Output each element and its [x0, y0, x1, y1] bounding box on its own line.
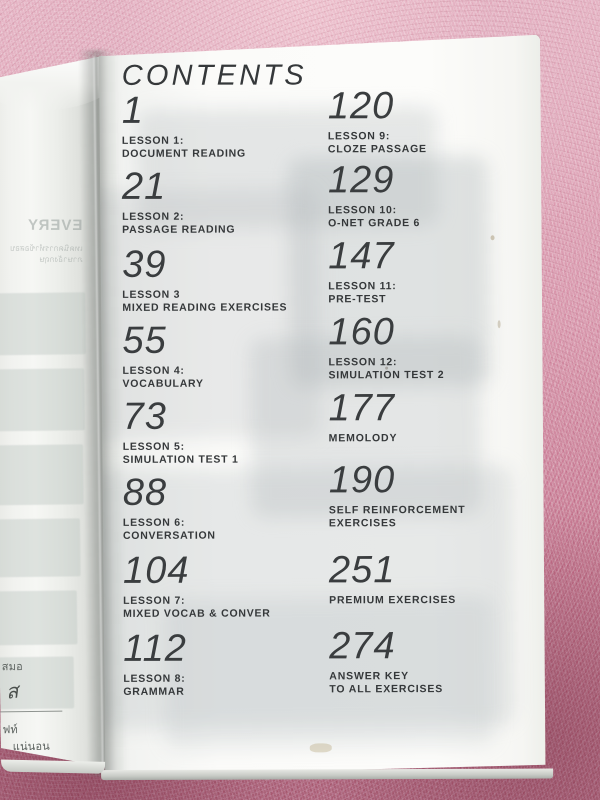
entry-label: LESSON 7: MIXED VOCAB & CONVER	[123, 594, 271, 620]
contents-entry: 39 LESSON 3 MIXED READING EXERCISES	[122, 245, 322, 315]
entry-page-number: 129	[327, 159, 395, 202]
entry-label: LESSON 12: SIMULATION TEST 2	[328, 356, 445, 382]
entry-page-number: 73	[122, 395, 167, 438]
open-book: EVERY เทคนิคการทำข้อสอบ ภาษาอังกฤษ สมอ ส…	[0, 27, 554, 782]
showthrough-title: EVERY	[27, 216, 83, 235]
contents-entry: 147 LESSON 11: PRE-TEST	[328, 237, 528, 307]
entry-label: LESSON 3 MIXED READING EXERCISES	[122, 288, 288, 314]
page-edge-stack	[101, 768, 554, 781]
entry-page-number: 147	[328, 235, 395, 278]
entry-page-number: 274	[329, 625, 396, 668]
contents-page: CONTENTS 1 LESSON 1: DOCUMENT READING 21 LE…	[96, 35, 549, 776]
facing-page-thai-line-3: แน่นอน	[12, 740, 51, 754]
entry-page-number: 21	[121, 165, 167, 208]
entry-page-number: 251	[328, 549, 396, 592]
contents-column-right: 120 LESSON 9: CLOZE PASSAGE 129 LESSON 10: …	[328, 37, 528, 38]
entry-label: LESSON 10: O-NET GRADE 6	[328, 204, 421, 230]
entry-page-number: 39	[122, 243, 167, 286]
contents-entry: 160 LESSON 12: SIMULATION TEST 2	[328, 313, 528, 383]
entry-page-number: 120	[327, 85, 395, 128]
entry-label: PREMIUM EXERCISES	[329, 594, 457, 607]
contents-entry: 104 LESSON 7: MIXED VOCAB & CONVER	[123, 551, 323, 621]
contents-entry: 177 MEMOLODY	[329, 389, 529, 446]
entry-page-number: 88	[122, 471, 168, 514]
showthrough-block	[0, 590, 77, 645]
contents-entry: 129 LESSON 10: O-NET GRADE 6	[328, 161, 528, 231]
contents-entry: 112 LESSON 8: GRAMMAR	[123, 629, 323, 699]
contents-entry: 88 LESSON 6: CONVERSATION	[123, 473, 323, 543]
entry-label: LESSON 4: VOCABULARY	[122, 364, 204, 390]
showthrough-block	[0, 368, 85, 431]
entry-label: LESSON 1: DOCUMENT READING	[121, 134, 246, 160]
showthrough-block	[0, 292, 86, 355]
contents-entry: 274 ANSWER KEY TO ALL EXERCISES	[329, 627, 529, 697]
page-title: CONTENTS	[121, 59, 307, 92]
contents-entry: 73 LESSON 5: SIMULATION TEST 1	[123, 397, 323, 467]
entry-page-number: 112	[123, 627, 187, 670]
contents-entry: 55 LESSON 4: VOCABULARY	[122, 321, 322, 391]
showthrough-block	[0, 518, 81, 577]
entry-page-number: 55	[122, 319, 167, 362]
entry-page-number: 104	[122, 549, 190, 592]
entry-label: LESSON 2: PASSAGE READING	[122, 210, 236, 236]
contents-layout: CONTENTS 1 LESSON 1: DOCUMENT READING 21 LE…	[100, 37, 546, 774]
contents-entry: 251 PREMIUM EXERCISES	[329, 551, 529, 608]
facing-page-thai-line-1: สมอ	[1, 661, 24, 674]
showthrough-block	[0, 444, 84, 505]
contents-entry: 120 LESSON 9: CLOZE PASSAGE	[328, 87, 528, 157]
entry-label: LESSON 9: CLOZE PASSAGE	[327, 130, 427, 156]
entry-label: LESSON 11: PRE-TEST	[328, 280, 397, 306]
entry-label: ANSWER KEY TO ALL EXERCISES	[329, 670, 444, 696]
entry-page-number: 190	[328, 459, 396, 502]
contents-entry: 21 LESSON 2: PASSAGE READING	[122, 167, 322, 237]
entry-label: LESSON 5: SIMULATION TEST 1	[122, 440, 239, 466]
entry-label: SELF REINFORCEMENT EXERCISES	[328, 503, 466, 530]
facing-page-thai-line-2: ฟท์	[2, 724, 19, 737]
entry-page-number: 160	[328, 311, 395, 354]
entry-label: LESSON 6: CONVERSATION	[122, 516, 216, 542]
contents-entry: 1 LESSON 1: DOCUMENT READING	[122, 91, 322, 161]
contents-column-left: 1 LESSON 1: DOCUMENT READING 21 LESSON 2: P…	[122, 37, 322, 38]
entry-label: LESSON 8: GRAMMAR	[123, 672, 186, 698]
showthrough-subtitle: เทคนิคการทำข้อสอบ ภาษาอังกฤษ	[10, 243, 83, 265]
contents-entry: 190 SELF REINFORCEMENT EXERCISES	[329, 461, 529, 531]
entry-label: MEMOLODY	[328, 432, 398, 445]
entry-page-number: 1	[121, 89, 145, 132]
page-edge-stack-left	[0, 759, 106, 774]
entry-page-number: 177	[328, 387, 396, 430]
facing-page-rule	[0, 711, 62, 713]
